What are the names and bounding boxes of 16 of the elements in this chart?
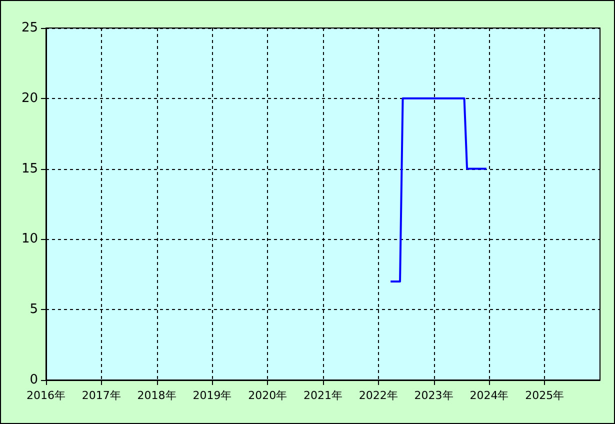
x-tick-label: 2016年 bbox=[26, 389, 66, 402]
x-tick-label: 2018年 bbox=[137, 389, 176, 402]
y-tick-label: 15 bbox=[21, 161, 38, 176]
x-tick-label: 2019年 bbox=[192, 389, 232, 402]
y-tick-label: 0 bbox=[30, 372, 38, 388]
x-tick-label: 2025年 bbox=[525, 389, 564, 402]
y-tick-label: 25 bbox=[21, 20, 38, 36]
x-tick-label: 2017年 bbox=[82, 389, 121, 402]
x-tick-label: 2023年 bbox=[414, 389, 454, 402]
y-tick-label: 20 bbox=[21, 90, 38, 106]
x-tick-label: 2021年 bbox=[304, 389, 342, 402]
x-tick-label: 2024年 bbox=[470, 389, 509, 402]
y-tick-label: 5 bbox=[30, 302, 38, 318]
x-tick-label: 2022年 bbox=[358, 389, 398, 402]
y-tick-label: 10 bbox=[21, 232, 38, 247]
x-tick-label: 2020年 bbox=[248, 389, 288, 402]
